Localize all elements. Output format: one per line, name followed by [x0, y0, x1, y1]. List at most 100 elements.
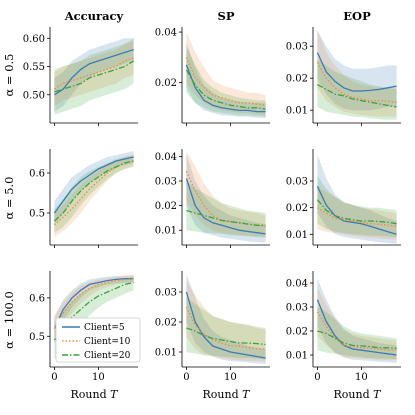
panel-r1-c1-y-tick-label-1: 0.02 [155, 201, 177, 212]
panel-r2-c2-y-tick-label-1: 0.02 [286, 327, 308, 338]
panel-r2-c1-x-tick-label-0: 0 [183, 372, 189, 383]
panel-r0-c1-band-client-5 [186, 42, 266, 118]
panel-r2-c0-line-client-10 [53, 278, 134, 329]
x-axis-label-col-1: Round T [203, 388, 252, 401]
panel-r2-c2-line-client-10 [316, 311, 397, 351]
panel-r2-c2-x-tick-label-1: 10 [355, 372, 368, 383]
panel-r2-c2-y-tick-label-3: 0.04 [286, 279, 308, 290]
panel-r2-c0-y-tick-label-0: 0.5 [29, 332, 45, 343]
row-labels: α = 0.5 α = 5.0 α = 100.0 [2, 53, 16, 348]
panel-r2-c2-line-client-20 [317, 330, 397, 349]
panel-r2-c0-band-client-20 [54, 276, 134, 360]
panel-r2-c0-line-client-20 [53, 281, 134, 341]
panel-r2-c1-line-client-10 [185, 306, 266, 350]
legend-label-client-20: Client=20 [84, 351, 131, 361]
panel-r2-c0-band-client-10 [54, 275, 134, 344]
legend-label-client-10: Client=10 [84, 337, 131, 347]
panel-r2-c1-x-tick-label-1: 10 [224, 372, 237, 383]
panel-r2-c2: 0.01 0.02 0.03 0.04 0 10 [286, 271, 401, 383]
panel-r2-c1: 0.01 0.02 0.03 0 10 [155, 271, 270, 383]
panel-r1-c1-y-tick-label-3: 0.04 [155, 152, 177, 163]
panel-r1-c2: 0.01 0.02 0.03 [286, 149, 401, 248]
panel-r2-c0-x-tick-label-1: 10 [92, 372, 105, 383]
panel-r0-c0-band-client-5 [54, 38, 134, 112]
panel-r1-c2-y-tick-label-2: 0.03 [286, 177, 308, 188]
panel-r0-c1-y-tick-label-0: 0.02 [155, 78, 177, 89]
panel-r1-c1-line-client-20 [186, 209, 266, 226]
panel-r0-c0-line-client-5 [54, 48, 134, 96]
legend-label-client-5: Client=5 [84, 323, 125, 333]
panel-r1-c2-line-client-20 [316, 199, 397, 225]
panel-r2-c1-line-client-5 [185, 291, 266, 359]
panel-r0-c1-line-client-10 [185, 57, 266, 106]
panel-r2-c1-line-client-20 [186, 327, 266, 346]
panel-r0-c2: 0.01 0.02 0.03 [286, 27, 401, 126]
panel-r1-c2-y-tick-label-1: 0.02 [286, 203, 308, 214]
panel-r0-c1-band-client-20 [186, 47, 266, 117]
panel-r2-c1-band-client-20 [186, 298, 266, 360]
panel-r2-c0-x-tick-label-0: 0 [51, 372, 57, 383]
panel-r2-c2-band-client-10 [317, 287, 397, 361]
panel-r2-c2-y-tick-label-2: 0.03 [286, 303, 308, 314]
panel-r0-c1-band-client-10 [186, 32, 266, 115]
panel-r2-c2-band-client-20 [317, 307, 397, 360]
panel-r2-c1-y-tick-label-1: 0.02 [155, 318, 177, 329]
panel-r0-c1-line-client-20 [185, 69, 266, 110]
panel-r1-c0: 0.5 0.6 [29, 149, 138, 248]
panel-r0-c2-line-client-20 [317, 84, 397, 108]
panel-r2-c2-y-tick-label-0: 0.01 [286, 351, 308, 362]
panel-r1-c1-band-client-10 [186, 151, 266, 237]
row-label-alpha-5-0: α = 5.0 [2, 176, 16, 219]
panel-r0-c2-y-tick-label-1: 0.02 [286, 74, 308, 85]
panel-r0-c0-y-tick-label-0: 0.50 [23, 90, 45, 101]
panel-r0-c1-y-tick-label-1: 0.04 [155, 28, 177, 39]
col-title-accuracy: Accuracy [64, 9, 124, 23]
panel-r1-c0-band-client-10 [54, 155, 134, 237]
col-title-eop: EOP [343, 9, 371, 23]
x-axis-label-col-2: Round T [334, 388, 383, 401]
panel-r1-c1-y-tick-label-2: 0.03 [155, 177, 177, 188]
panel-grid: 0.500.550.600.020.040.010.020.030.50.60.… [23, 27, 401, 383]
panel-r0-c0-y-tick-label-2: 0.60 [23, 34, 45, 45]
panel-r0-c0: 0.50 0.55 0.60 [23, 27, 138, 126]
panel-r0-c0-line-client-10 [54, 57, 134, 90]
panel-r1-c0-line-client-5 [53, 156, 134, 214]
row-label-alpha-0-5: α = 0.5 [2, 53, 16, 96]
panel-r0-c2-band-client-20 [317, 59, 397, 120]
panel-r1-c0-y-tick-label-0: 0.5 [29, 209, 45, 220]
panel-r0-c2-line-client-10 [316, 61, 397, 103]
panel-r2-c2-line-client-5 [316, 299, 397, 356]
row-label-alpha-100-0: α = 100.0 [2, 291, 16, 349]
legend: Client=5 Client=10 Client=20 [55, 317, 141, 363]
panel-r2-c1-band-client-5 [186, 274, 266, 364]
panel-r1-c1: 0.01 0.02 0.03 0.04 [155, 149, 270, 248]
panel-r2-c1-y-tick-label-0: 0.01 [155, 348, 177, 359]
panel-r2-c2-x-tick-label-0: 0 [314, 372, 320, 383]
panel-r0-c2-band-client-10 [317, 30, 397, 117]
panel-r0-c2-y-tick-label-0: 0.01 [286, 106, 308, 117]
panel-r1-c0-band-client-20 [54, 155, 134, 233]
panel-r1-c1-band-client-5 [186, 153, 266, 243]
panel-r2-c0-y-tick-label-1: 0.6 [29, 293, 45, 304]
panel-r2-c0-line-client-5 [53, 278, 134, 329]
panel-r2-c0: 0.5 0.6 0 10 [29, 271, 138, 383]
panel-r1-c2-y-tick-label-0: 0.01 [286, 230, 308, 241]
panel-r2-c1-band-client-10 [186, 280, 266, 362]
panel-r1-c1-line-client-5 [185, 178, 266, 235]
panel-r0-c1-line-client-5 [185, 64, 266, 113]
panel-r1-c2-line-client-10 [317, 207, 397, 227]
panel-r1-c2-line-client-5 [316, 186, 397, 235]
panel-r2-c1-y-tick-label-2: 0.03 [155, 288, 177, 299]
panel-r0-c2-y-tick-label-2: 0.03 [286, 42, 308, 53]
column-titles: Accuracy SP EOP [64, 9, 371, 23]
panel-r0-c0-y-tick-label-1: 0.55 [23, 62, 45, 73]
panel-r2-c2-band-client-5 [317, 278, 397, 363]
panel-r0-c2-line-client-5 [316, 52, 397, 92]
panel-r1-c0-line-client-10 [53, 160, 134, 226]
panel-r0-c1: 0.02 0.04 [155, 27, 270, 126]
panel-r1-c1-y-tick-label-0: 0.01 [155, 226, 177, 237]
panel-r2-c0-band-client-5 [54, 274, 134, 341]
panel-r1-c0-y-tick-label-1: 0.6 [29, 169, 45, 180]
panel-r0-c0-line-client-20 [54, 60, 134, 93]
